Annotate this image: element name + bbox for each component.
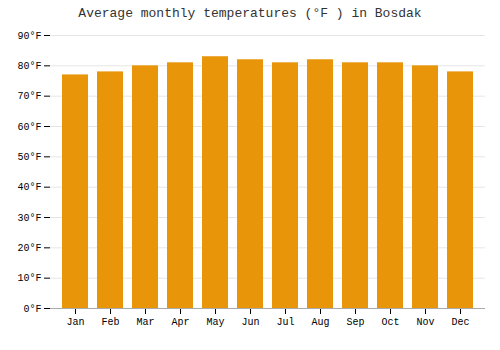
svg-text:Nov: Nov xyxy=(416,317,434,328)
svg-text:Jun: Jun xyxy=(241,317,259,328)
svg-text:Jul: Jul xyxy=(276,317,294,328)
svg-text:0°F: 0°F xyxy=(23,304,41,315)
svg-text:Apr: Apr xyxy=(171,317,189,328)
svg-text:40°F: 40°F xyxy=(17,182,41,193)
svg-text:10°F: 10°F xyxy=(17,273,41,284)
svg-text:Jan: Jan xyxy=(66,317,84,328)
svg-text:Feb: Feb xyxy=(101,317,119,328)
svg-text:60°F: 60°F xyxy=(17,122,41,133)
svg-text:Aug: Aug xyxy=(311,317,329,328)
svg-text:80°F: 80°F xyxy=(17,61,41,72)
svg-text:50°F: 50°F xyxy=(17,152,41,163)
svg-text:May: May xyxy=(206,317,224,328)
svg-text:20°F: 20°F xyxy=(17,243,41,254)
svg-text:70°F: 70°F xyxy=(17,91,41,102)
svg-text:90°F: 90°F xyxy=(17,31,41,42)
svg-text:Oct: Oct xyxy=(381,317,399,328)
html-text:Average monthly temperatures (: Average monthly temperatures (°F ) in Bo… xyxy=(78,6,422,21)
svg-text:Sep: Sep xyxy=(346,317,364,328)
svg-text:Dec: Dec xyxy=(451,317,469,328)
svg-text:Mar: Mar xyxy=(136,317,154,328)
svg-text:30°F: 30°F xyxy=(17,213,41,224)
